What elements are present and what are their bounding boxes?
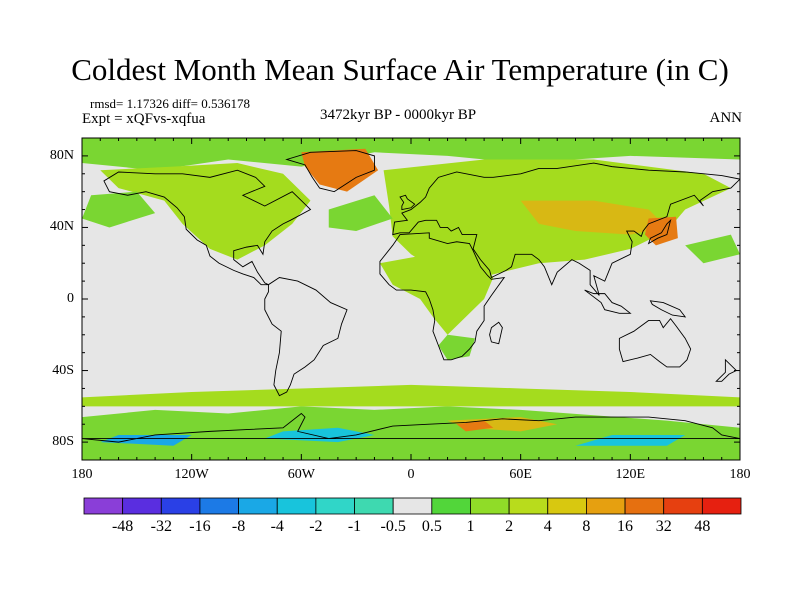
- colorbar-label: 16: [617, 518, 634, 535]
- colorbar-label: -8: [231, 518, 246, 535]
- south-africa-blob: [438, 334, 475, 360]
- figure-title: Coldest Month Mean Surface Air Temperatu…: [71, 52, 729, 87]
- period-text: 3472kyr BP - 0000kyr BP: [320, 107, 477, 123]
- colorbar-label: -32: [150, 518, 172, 535]
- north-america-blob: [100, 163, 311, 260]
- coast-north-america: [103, 169, 312, 286]
- lat-tick-label: 0: [67, 291, 74, 306]
- colorbar-swatch: [547, 497, 587, 515]
- colorbar-label: -16: [189, 518, 211, 535]
- colorbar-label: 32: [655, 518, 672, 535]
- stats-text: rmsd= 1.17326 diff= 0.536178: [90, 96, 250, 111]
- arctic-band-blob: [82, 138, 740, 171]
- colorbar-swatch: [508, 497, 549, 515]
- coast-japan: [647, 218, 672, 245]
- colorbar-swatch: [276, 497, 317, 515]
- colorbar-swatch: [238, 497, 278, 515]
- colorbar-label: 1: [466, 518, 475, 535]
- coast-australia: [618, 317, 692, 368]
- colorbar-label: 4: [543, 518, 552, 535]
- experiment-text: Expt = xQFvs-xqfua: [82, 111, 206, 127]
- colorbar-swatch: [122, 497, 162, 515]
- antarctic-cold-blob-2: [575, 434, 686, 446]
- colorbar-label: -4: [270, 518, 284, 535]
- lon-tick-label: 180: [729, 467, 751, 482]
- colorbar-label: 2: [505, 518, 514, 535]
- atlantic-north-blob: [328, 195, 393, 232]
- lon-tick-label: 180: [71, 467, 93, 482]
- coast-africa: [379, 232, 506, 361]
- colorbar-swatch: [470, 497, 510, 515]
- coast-borneo-ng: [649, 300, 687, 318]
- pacific-subtrop-blob: [685, 234, 740, 264]
- colorbar-swatch: [83, 497, 124, 515]
- lon-tick-label: 0: [407, 467, 415, 482]
- colorbar-swatch: [354, 497, 394, 515]
- colorbar-label: 48: [694, 518, 711, 535]
- antarctic-cold-blob-3: [100, 434, 192, 446]
- colorbar: [83, 497, 742, 515]
- lon-tick-label: 60W: [287, 467, 315, 482]
- colorbar-swatch: [199, 497, 239, 515]
- southern-ocean-blob: [82, 384, 740, 407]
- eurasia-strong-blob: [520, 200, 667, 235]
- colorbar-swatch: [160, 497, 201, 515]
- colorbar-label: 8: [582, 518, 591, 535]
- lon-tick-label: 120W: [174, 467, 209, 482]
- colorbar-swatch: [701, 497, 742, 515]
- colorbar-label: -48: [111, 518, 134, 535]
- colorbar-swatch: [663, 497, 703, 515]
- antarctic-hot-blob: [456, 420, 494, 432]
- lon-tick-label: 60E: [509, 467, 532, 482]
- colorbar-label: -2: [309, 518, 323, 535]
- lat-tick-label: 40S: [52, 362, 74, 378]
- anomaly-fill-layer: [82, 138, 740, 460]
- lat-tick-label: 80S: [52, 434, 74, 450]
- greenland-blob: [301, 148, 379, 192]
- africa-blob: [379, 248, 494, 335]
- colorbar-label: -1: [347, 518, 362, 535]
- colorbar-swatch: [624, 497, 665, 515]
- colorbar-label: -0.5: [380, 518, 406, 535]
- colorbar-swatch: [586, 497, 626, 515]
- coast-greenland: [285, 150, 375, 193]
- pacific-north-blob: [82, 191, 156, 228]
- antarctic-band-blob: [82, 406, 740, 460]
- coast-madagascar: [489, 321, 503, 345]
- coast-british-isles: [399, 194, 416, 211]
- colorbar-label: 0.5: [421, 518, 442, 535]
- colorbar-swatch: [392, 497, 433, 515]
- lon-tick-label: 120E: [615, 467, 646, 482]
- axis-ticks: [81, 137, 741, 461]
- colorbar-swatch: [315, 497, 355, 515]
- coast-antarctica: [82, 412, 740, 443]
- colorbar-swatch: [431, 497, 471, 515]
- season-text: ANN: [709, 110, 743, 126]
- coast-indonesia: [584, 289, 632, 314]
- coast-eurasia: [392, 162, 740, 296]
- lat-tick-label: 40N: [49, 219, 74, 235]
- coast-south-america: [264, 277, 348, 397]
- lat-tick-label: 80N: [49, 147, 74, 163]
- coastline-layer: [82, 150, 740, 443]
- coast-new-zealand: [715, 358, 738, 382]
